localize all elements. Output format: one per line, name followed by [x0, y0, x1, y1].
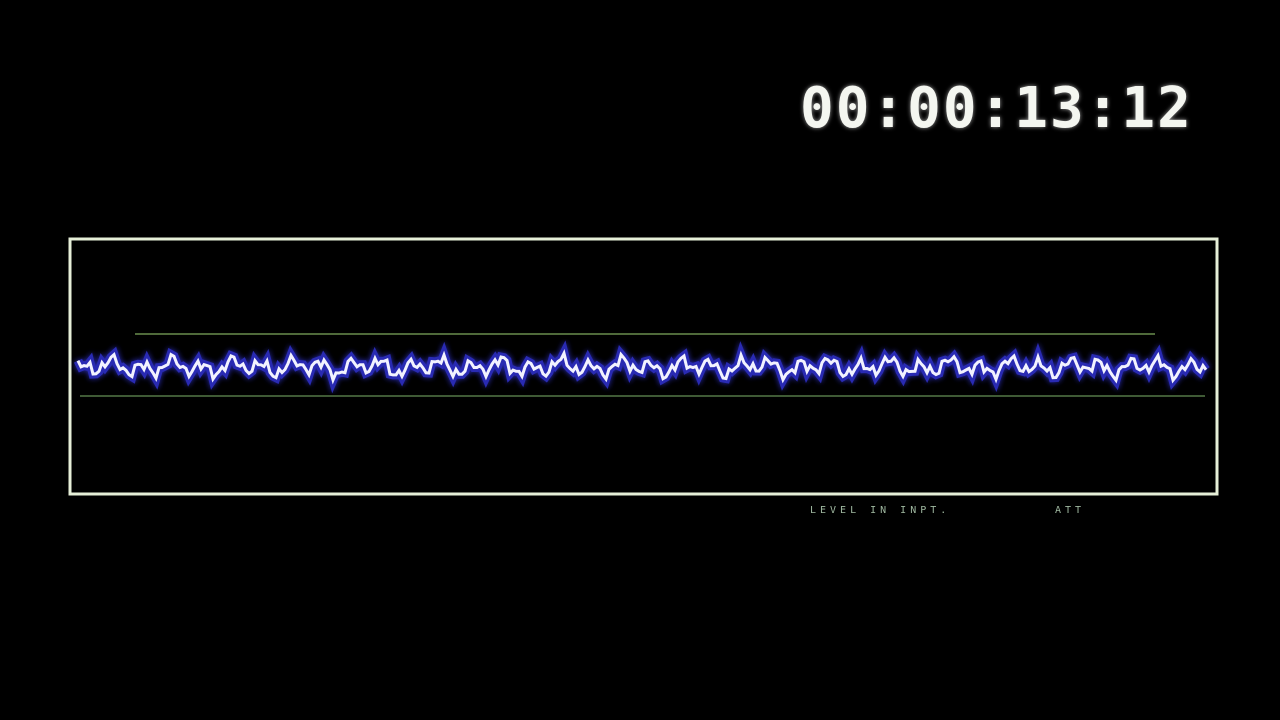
waveform: [76, 349, 1208, 385]
status-value: ATT: [1055, 505, 1086, 516]
timecode: 00:00:13:12: [800, 76, 1193, 141]
status-label: LEVEL IN INPT.: [810, 505, 951, 516]
scope-frame: [68, 237, 1219, 496]
